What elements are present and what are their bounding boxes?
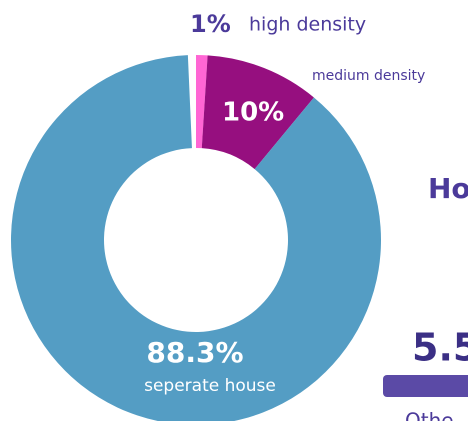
category-label: high density xyxy=(249,14,366,36)
slice xyxy=(196,55,208,149)
value-label: 1% xyxy=(190,10,231,38)
heading: Ho xyxy=(428,172,468,205)
category-label: medium density xyxy=(312,68,425,84)
category-label: seperate house xyxy=(144,376,276,396)
stat: 5.5 xyxy=(412,326,468,370)
donut xyxy=(11,55,381,421)
label: Othe xyxy=(405,409,454,421)
slice xyxy=(201,55,314,170)
value-label: 88.3% xyxy=(146,336,243,369)
value-label: 10% xyxy=(222,98,284,128)
bar-decoration xyxy=(383,375,468,397)
slice xyxy=(11,55,381,421)
